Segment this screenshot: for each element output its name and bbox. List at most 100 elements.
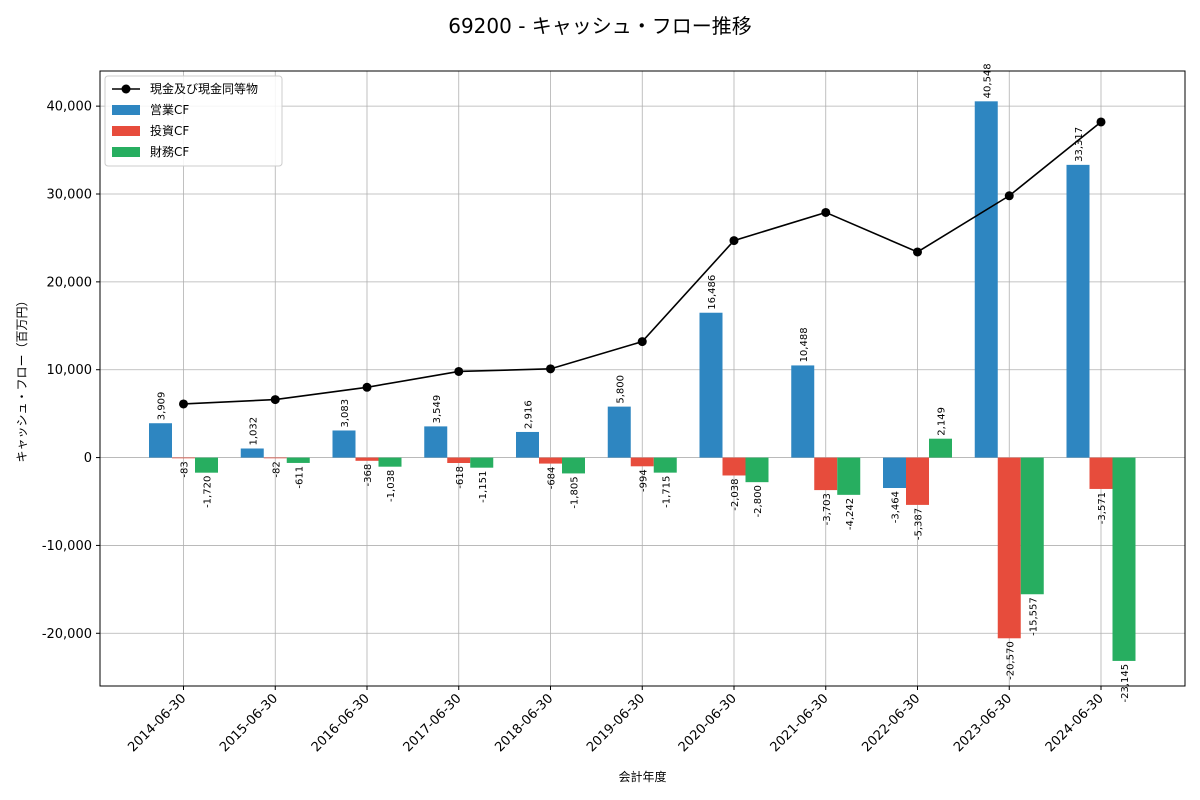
legend-swatch <box>112 105 140 115</box>
bar <box>1020 457 1044 595</box>
y-tick-label: 30,000 <box>47 188 93 203</box>
bar <box>607 406 631 458</box>
bar <box>745 457 769 483</box>
cash-point <box>546 364 555 374</box>
chart-title: 69200 - キャッシュ・フロー推移 <box>448 14 752 38</box>
bar <box>837 457 861 495</box>
x-tick-label: 2022-06-30 <box>859 691 923 755</box>
legend-swatch <box>112 147 140 157</box>
cash-point <box>270 395 280 405</box>
legend-marker <box>121 84 131 94</box>
data-label: -368 <box>363 464 374 487</box>
legend-box <box>104 75 283 167</box>
bar <box>997 457 1021 639</box>
data-label: -5,387 <box>914 508 925 540</box>
series-cash-line <box>179 117 1106 409</box>
data-label: 40,548 <box>982 63 993 98</box>
bar <box>562 457 585 474</box>
y-tick-label: -20,000 <box>42 627 92 642</box>
data-label: -4,242 <box>845 498 856 530</box>
y-axis-label: キャッシュ・フロー（百万円） <box>15 294 29 462</box>
bar <box>791 365 815 458</box>
cash-point <box>454 366 464 376</box>
data-label: 2,916 <box>524 400 535 429</box>
y-tick-label: 20,000 <box>47 275 93 290</box>
bar <box>240 448 264 458</box>
data-label: 3,549 <box>432 395 443 424</box>
bar <box>929 438 952 458</box>
x-tick-label: 2018-06-30 <box>492 691 556 755</box>
x-tick-label: 2024-06-30 <box>1043 691 1107 755</box>
bar <box>355 457 379 461</box>
y-axis: -20,000 -10,000 0 10,000 20,000 30,000 40,000 <box>42 100 100 642</box>
bar <box>195 457 218 473</box>
data-label: 2,149 <box>937 407 948 436</box>
bar <box>906 457 929 505</box>
bar <box>424 426 448 458</box>
cash-point <box>1004 191 1014 201</box>
data-label: -82 <box>271 461 282 477</box>
bar <box>447 457 471 464</box>
data-label: -3,703 <box>822 493 833 525</box>
series-0: 3,909 1,032 3,083 3,549 2,916 5,800 16,486 10,4… <box>149 63 1090 523</box>
data-label: 33,317 <box>1074 127 1085 162</box>
bar <box>470 457 494 468</box>
x-axis-label: 会計年度 <box>618 769 666 784</box>
x-tick-label: 2014-06-30 <box>125 691 189 755</box>
legend-label: 財務CF <box>150 144 189 159</box>
data-label: 3,909 <box>157 392 168 421</box>
legend-label: 投資CF <box>150 123 189 138</box>
data-label: -684 <box>547 467 558 490</box>
data-label: 5,800 <box>615 375 626 404</box>
bar <box>516 431 539 458</box>
cash-point <box>729 236 739 246</box>
data-label: -2,800 <box>753 485 764 517</box>
cash-point <box>637 337 647 347</box>
bar <box>332 430 356 458</box>
bar <box>378 457 402 467</box>
bar <box>974 101 998 458</box>
x-tick-label: 2019-06-30 <box>584 691 648 755</box>
bar <box>1089 457 1113 489</box>
data-label: -1,151 <box>478 471 489 503</box>
y-tick-label: 0 <box>84 451 92 466</box>
series-1: -83 -82 -368 -618 -684 -994 -2,038 -3,703 -5,387… <box>172 457 1113 680</box>
data-label: -618 <box>455 466 466 489</box>
data-label: -3,464 <box>891 491 902 523</box>
bar <box>699 312 723 458</box>
data-label: 16,486 <box>707 275 718 310</box>
data-label: -1,715 <box>661 476 672 508</box>
series-2: -1,720 -611 -1,038 -1,151 -1,805 -1,715 -2,800… <box>195 407 1136 703</box>
data-label: -1,720 <box>203 476 214 508</box>
x-tick-label: 2015-06-30 <box>217 691 281 755</box>
y-tick-label: 10,000 <box>47 363 93 378</box>
bar <box>630 457 654 467</box>
data-label: -1,038 <box>386 470 397 502</box>
cash-point <box>1096 117 1106 127</box>
legend-label: 現金及び現金同等物 <box>150 81 258 96</box>
data-label: -15,557 <box>1028 597 1039 636</box>
bar <box>539 457 562 464</box>
bar <box>814 457 838 491</box>
bar <box>172 457 195 459</box>
bar <box>1112 457 1136 661</box>
x-tick-label: 2020-06-30 <box>676 691 740 755</box>
x-tick-label: 2021-06-30 <box>768 691 832 755</box>
cash-point <box>913 247 922 257</box>
cash-point <box>179 399 188 409</box>
x-tick-label: 2016-06-30 <box>309 691 373 755</box>
data-label: -994 <box>638 469 649 492</box>
bar <box>1066 164 1090 458</box>
data-label: -1,805 <box>570 476 581 508</box>
bar <box>149 423 172 458</box>
bar <box>263 457 287 459</box>
x-tick-label: 2017-06-30 <box>401 691 465 755</box>
data-label: -23,145 <box>1120 664 1131 703</box>
data-label: -20,570 <box>1005 641 1016 680</box>
data-label: 1,032 <box>248 417 259 446</box>
legend-swatch <box>112 126 140 136</box>
cash-point <box>362 382 372 392</box>
bar <box>653 457 677 473</box>
